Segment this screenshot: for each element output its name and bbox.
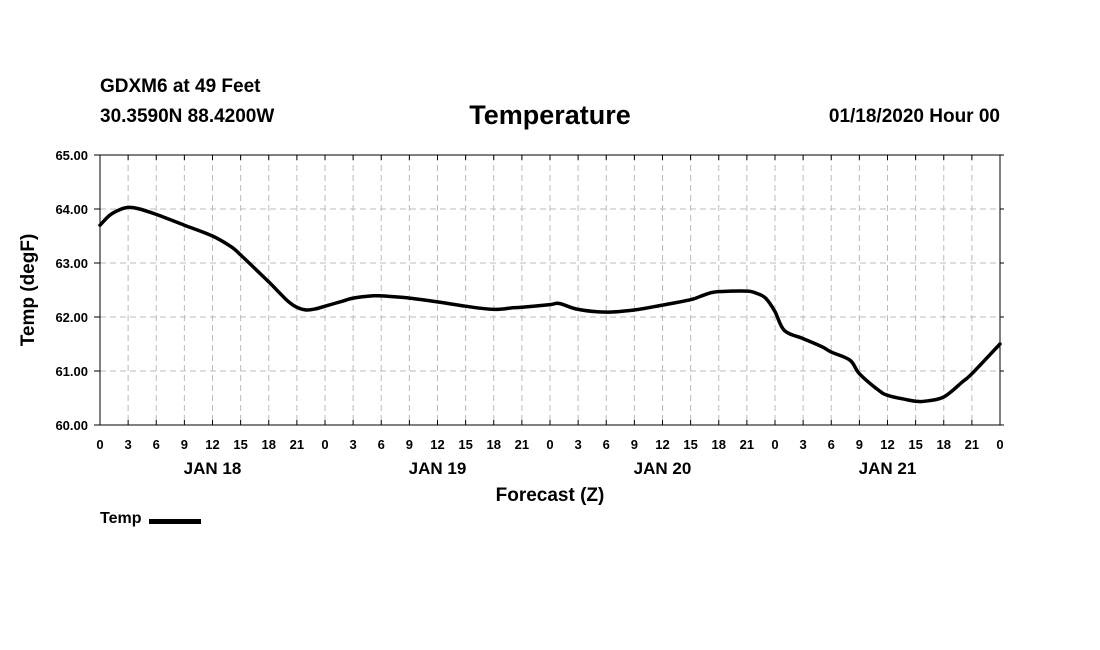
legend-line-swatch — [149, 518, 202, 524]
x-tick-label: 15 — [233, 437, 247, 452]
series-line-temp — [98, 205, 1002, 404]
legend: Temp — [100, 510, 202, 528]
x-tick-label: 12 — [205, 437, 219, 452]
x-tick-label: 18 — [262, 437, 276, 452]
y-tick-label: 64.00 — [55, 202, 88, 217]
y-tick-label: 65.00 — [55, 148, 88, 163]
y-axis-title: Temp (degF) — [18, 234, 39, 347]
day-label: JAN 18 — [184, 459, 242, 478]
x-tick-label: 12 — [430, 437, 444, 452]
axes-layer: 0 3 6 9 12 15 18 21 0 3 6 9 12 15 18 21 0 3 6 9 12 15 18 21 0 3 6 9… — [55, 148, 1004, 478]
x-tick-label: 18 — [712, 437, 726, 452]
x-tick-label: 0 — [321, 437, 328, 452]
y-tick-label: 60.00 — [55, 418, 88, 433]
series-layer — [98, 205, 1002, 404]
x-tick-label: 15 — [458, 437, 472, 452]
x-tick-label: 21 — [740, 437, 754, 452]
day-label: JAN 21 — [859, 459, 917, 478]
x-axis-title: Forecast (Z) — [496, 485, 605, 506]
x-tick-label: 12 — [655, 437, 669, 452]
y-tick-label: 62.00 — [55, 310, 88, 325]
x-tick-label: 18 — [937, 437, 951, 452]
x-tick-label: 0 — [546, 437, 553, 452]
x-tick-label: 9 — [181, 437, 188, 452]
x-tick-label: 9 — [631, 437, 638, 452]
legend-label: Temp — [100, 510, 142, 527]
x-tick-label: 0 — [771, 437, 778, 452]
y-tick-label: 63.00 — [55, 256, 88, 271]
run-time-label: 01/18/2020 Hour 00 — [828, 106, 1000, 127]
x-tick-label: 21 — [515, 437, 529, 452]
x-tick-label: 15 — [908, 437, 922, 452]
grid-layer — [100, 155, 1000, 425]
station-label: GDXM6 at 49 Feet — [100, 76, 261, 97]
x-tick-label: 3 — [800, 437, 807, 452]
x-tick-label: 3 — [575, 437, 582, 452]
x-tick-label: 9 — [406, 437, 413, 452]
x-tick-label: 0 — [96, 437, 103, 452]
x-tick-label: 21 — [965, 437, 979, 452]
x-tick-label: 6 — [153, 437, 160, 452]
coordinates-label: 30.3590N 88.4200W — [100, 106, 275, 127]
x-tick-label: 21 — [290, 437, 304, 452]
x-tick-label: 3 — [350, 437, 357, 452]
x-tick-label: 18 — [487, 437, 501, 452]
x-tick-label: 0 — [996, 437, 1003, 452]
x-tick-label: 6 — [603, 437, 610, 452]
x-tick-label: 6 — [828, 437, 835, 452]
x-tick-label: 15 — [683, 437, 697, 452]
x-tick-label: 9 — [856, 437, 863, 452]
day-label: JAN 20 — [634, 459, 692, 478]
x-tick-label: 3 — [125, 437, 132, 452]
plot-frame — [99, 154, 1001, 426]
x-tick-label: 12 — [880, 437, 894, 452]
y-tick-label: 61.00 — [55, 364, 88, 379]
day-label: JAN 19 — [409, 459, 467, 478]
chart-title: Temperature — [469, 100, 631, 130]
x-tick-label: 6 — [378, 437, 385, 452]
